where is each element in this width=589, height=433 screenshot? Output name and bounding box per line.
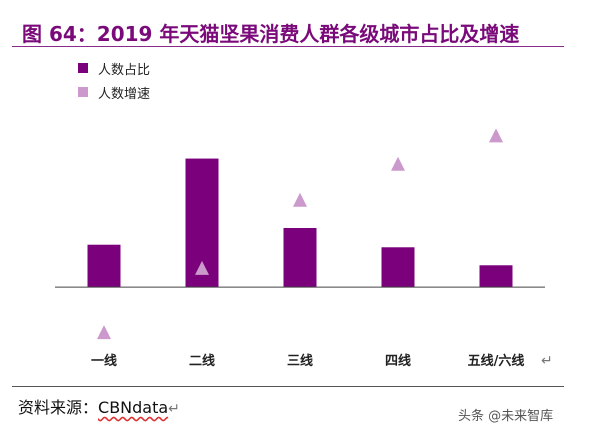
legend-label: 人数占比 (98, 62, 151, 78)
paragraph-mark-icon: ↵ (541, 353, 553, 369)
growth-marker (97, 325, 111, 340)
legend-item-bar: 人数占比 (78, 56, 150, 80)
bar (479, 265, 513, 288)
source-value: CBNdata (98, 398, 169, 417)
growth-marker (489, 128, 503, 143)
bar (381, 247, 415, 288)
growth-marker (195, 260, 209, 275)
legend-item-triangle: 人数增速 (78, 80, 150, 104)
source-note: 资料来源：CBNdata↵ (18, 394, 180, 418)
growth-marker (293, 192, 307, 207)
source-label: 资料来源： (18, 398, 99, 417)
x-tick-label: 四线 (385, 353, 411, 369)
legend: 人数占比 人数增速 (78, 56, 150, 104)
source-divider (12, 386, 564, 387)
watermark: 头条 @未来智库 (458, 409, 554, 424)
x-tick-label: 五线/六线 (468, 353, 525, 369)
x-tick-label: 三线 (287, 353, 313, 369)
legend-label: 人数增速 (98, 86, 151, 102)
paragraph-mark-icon: ↵ (168, 401, 180, 417)
growth-marker (391, 156, 405, 171)
chart-title: 图 64：2019 年天猫坚果消费人群各级城市占比及增速 (22, 22, 520, 46)
bar (283, 228, 317, 288)
x-tick-label: 一线 (91, 353, 117, 369)
x-tick-label: 二线 (189, 353, 215, 369)
title-divider (12, 46, 564, 47)
legend-swatch-triangle (78, 87, 88, 97)
legend-swatch-square (78, 63, 88, 73)
bar (87, 244, 121, 288)
